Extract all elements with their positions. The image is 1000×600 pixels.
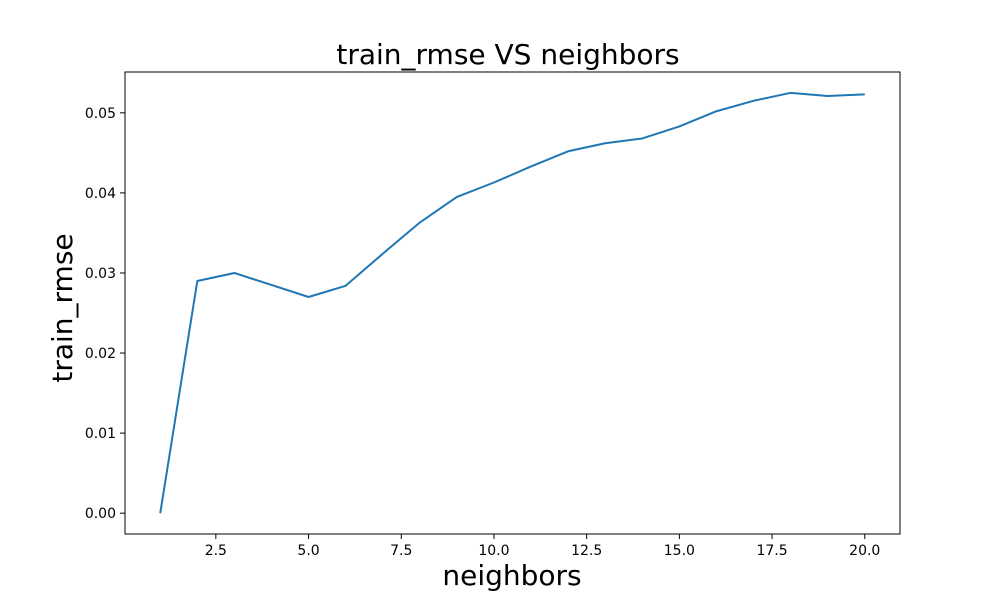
- y-axis: 0.00 0.01 0.02 0.03 0.04 0.05: [85, 106, 125, 522]
- chart-title: train_rmse VS neighbors: [336, 38, 679, 71]
- y-tick-label: 0.05: [85, 106, 116, 122]
- y-tick-label: 0.04: [85, 186, 116, 202]
- x-axis-label: neighbors: [442, 559, 581, 592]
- x-tick-label: 15.0: [664, 543, 695, 559]
- y-tick-label: 0.03: [85, 266, 116, 282]
- x-tick-label: 5.0: [297, 543, 319, 559]
- x-tick-label: 2.5: [205, 543, 227, 559]
- y-tick-label: 0.01: [85, 426, 116, 442]
- x-tick-label: 10.0: [478, 543, 509, 559]
- y-tick-label: 0.00: [85, 506, 116, 522]
- x-axis: 2.5 5.0 7.5 10.0 12.5 15.0 17.5 20.0: [205, 534, 880, 559]
- y-tick-label: 0.02: [85, 346, 116, 362]
- x-tick-label: 7.5: [390, 543, 412, 559]
- plot-area-frame: [124, 71, 901, 535]
- x-tick-label: 12.5: [571, 543, 602, 559]
- series-line: [159, 91, 865, 514]
- x-tick-label: 17.5: [756, 543, 787, 559]
- x-tick-label: 20.0: [849, 543, 880, 559]
- series-layer: [159, 91, 865, 514]
- y-axis-label: train_rmse: [46, 233, 79, 382]
